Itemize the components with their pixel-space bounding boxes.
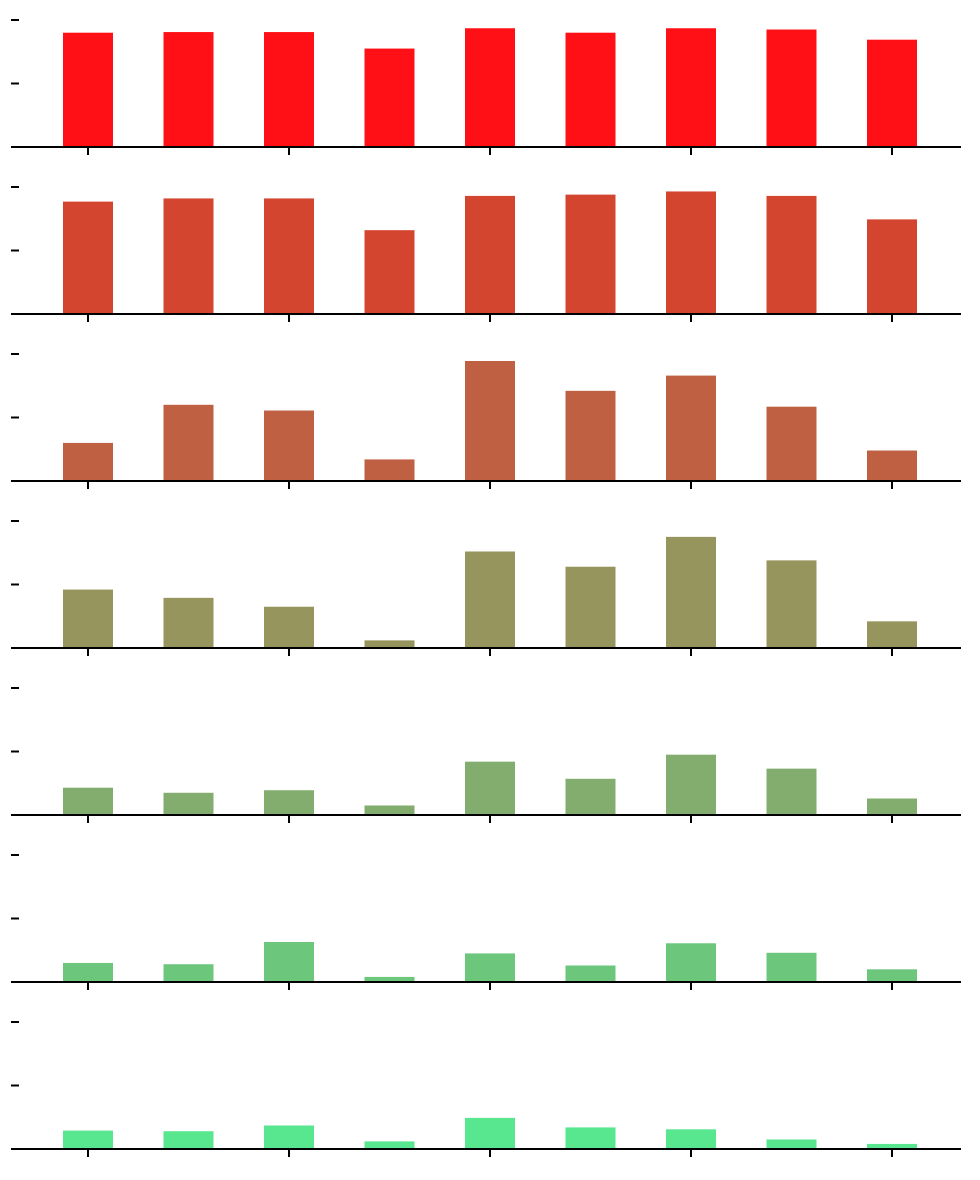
- bar: [867, 450, 917, 481]
- bar: [264, 1125, 314, 1149]
- bar: [63, 32, 113, 148]
- bar: [364, 805, 415, 815]
- bar: [163, 964, 214, 982]
- bar: [565, 194, 616, 314]
- bar: [63, 589, 113, 648]
- bar: [766, 952, 817, 982]
- bar: [465, 551, 515, 648]
- bar: [364, 230, 415, 314]
- bar: [666, 754, 716, 815]
- bar: [867, 798, 917, 815]
- bar: [63, 442, 113, 481]
- bar: [465, 28, 515, 148]
- bar: [465, 761, 515, 815]
- bar: [465, 360, 515, 481]
- bar: [766, 768, 817, 815]
- bar-panel-3: [11, 353, 961, 489]
- bar: [465, 953, 515, 982]
- bar: [766, 560, 817, 648]
- bar: [666, 536, 716, 648]
- bar: [867, 969, 917, 982]
- bar: [666, 943, 716, 982]
- bar: [163, 792, 214, 815]
- bar: [163, 198, 214, 314]
- bar: [264, 410, 314, 481]
- bar: [264, 790, 314, 815]
- bar: [264, 198, 314, 314]
- bar: [63, 201, 113, 314]
- bar: [565, 965, 616, 982]
- bar: [163, 597, 214, 648]
- bar: [666, 191, 716, 314]
- bar: [766, 29, 817, 147]
- bar: [163, 404, 214, 481]
- bar: [565, 1127, 616, 1149]
- bar: [867, 1143, 917, 1149]
- bar-panel-7: [11, 1021, 961, 1157]
- bar: [364, 1141, 415, 1149]
- bar-panel-5: [11, 687, 961, 823]
- bar: [163, 32, 214, 147]
- bar: [565, 390, 616, 481]
- bar: [364, 459, 415, 481]
- bar: [465, 195, 515, 314]
- bar: [666, 375, 716, 481]
- bar: [465, 1117, 515, 1149]
- bar: [63, 1130, 113, 1149]
- bar: [867, 621, 917, 648]
- bar-panel-1: [11, 19, 961, 155]
- bar: [63, 962, 113, 982]
- bar: [766, 1139, 817, 1149]
- bar: [565, 32, 616, 148]
- bar: [364, 976, 415, 982]
- bar: [666, 28, 716, 148]
- bar: [264, 32, 314, 147]
- bar: [666, 1129, 716, 1149]
- bar: [364, 48, 415, 148]
- bar-panel-4: [11, 520, 961, 656]
- bar: [565, 778, 616, 815]
- bar: [867, 39, 917, 148]
- bar: [163, 1131, 214, 1149]
- bar: [63, 787, 113, 815]
- bar-panel-2: [11, 186, 961, 322]
- bar: [867, 219, 917, 314]
- bar: [264, 606, 314, 648]
- bar: [364, 640, 415, 648]
- bar-panel-6: [11, 854, 961, 990]
- bar: [264, 941, 314, 982]
- bar: [565, 566, 616, 648]
- bar: [766, 406, 817, 481]
- bar: [766, 195, 817, 314]
